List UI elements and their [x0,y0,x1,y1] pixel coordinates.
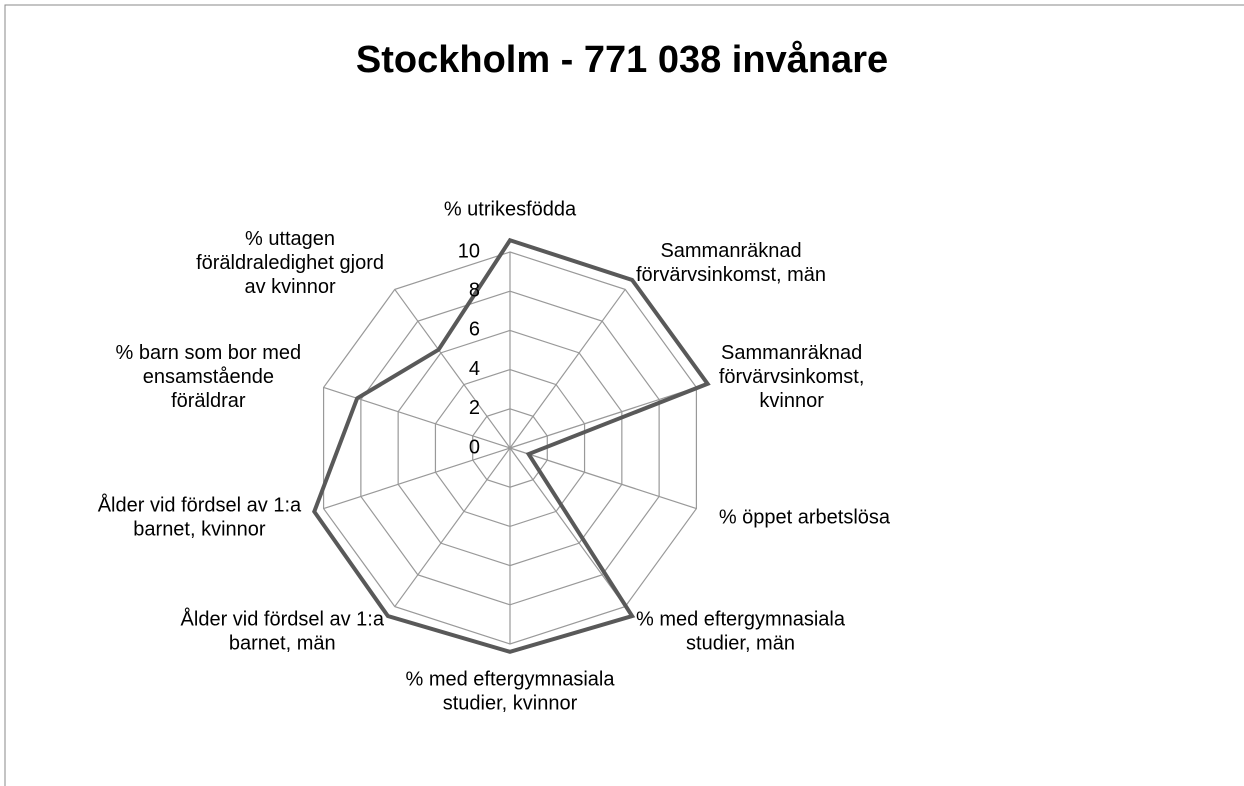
spoke [394,447,511,607]
axis-label-line: % öppet arbetslösa [719,507,891,529]
r-tick-label: 6 [469,319,480,341]
series-line [312,237,711,654]
axis-label-line: studier, kvinnor [443,692,578,714]
spoke [509,447,697,510]
axis-label-line: barnet, kvinnor [133,519,266,541]
axis-label-line: studier, män [686,633,795,655]
axis-label-line: ensamstående [143,366,274,388]
spoke [509,447,626,607]
axis-label-line: av kvinnor [244,276,335,298]
r-tick-label: 10 [458,240,480,262]
r-tick-label: 0 [469,436,480,458]
axis-label-line: Sammanräknad [660,240,801,262]
axis-label-line: % med eftergymnasiala [406,668,616,690]
axis-label-line: förvärvsinkomst, män [636,264,826,286]
chart-border [4,4,1244,786]
axis-label-line: Ålder vid fördsel av 1:a [98,494,302,517]
axis-label-line: % utrikesfödda [444,198,577,220]
axis-label: % utrikesfödda [444,198,577,220]
spoke [394,289,511,449]
spoke [323,447,511,510]
axis-label-line: % med eftergymnasiala [636,609,846,631]
axis-label-line: % barn som bor med [116,342,302,364]
axis-label-line: föräldraledighet gjord [196,252,384,274]
r-tick-label: 2 [469,397,480,419]
axis-label-line: förvärvsinkomst, [719,366,865,388]
axis-label-line: Sammanräknad [721,342,862,364]
axis-label: % öppet arbetslösa [719,507,891,529]
r-tick-label: 8 [469,279,480,301]
spoke [509,386,697,449]
spoke [509,289,626,449]
axis-label-line: % uttagen [245,228,335,250]
r-tick-label: 4 [469,358,480,380]
axis-label-line: barnet, män [229,633,336,655]
axis-label-line: föräldrar [171,390,246,412]
axis-label-line: kvinnor [759,390,824,412]
chart-title: Stockholm - 771 038 invånare [356,39,888,81]
spoke [323,386,511,449]
axis-label-line: Ålder vid fördsel av 1:a [181,608,385,631]
